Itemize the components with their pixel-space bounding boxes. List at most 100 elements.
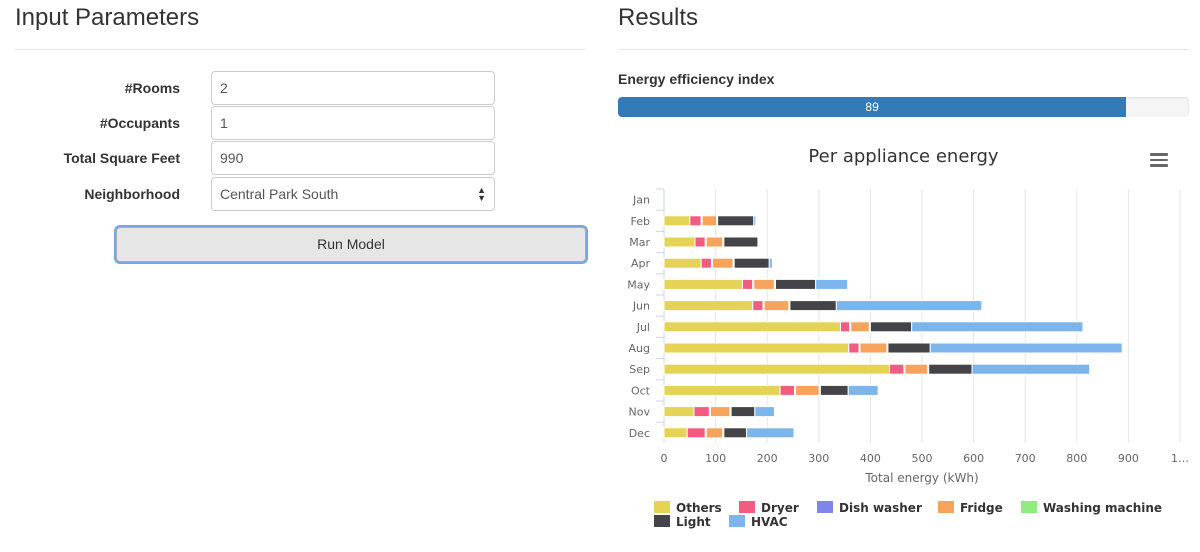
bar-segment bbox=[663, 215, 691, 227]
efficiency-progress: 89 bbox=[618, 97, 1189, 117]
bar-segment bbox=[663, 278, 743, 290]
form-row-square-feet: Total Square Feet 990 bbox=[0, 141, 600, 175]
bar-segment bbox=[701, 215, 718, 227]
x-tick-label: 0 bbox=[661, 452, 668, 465]
x-tick-label: 800 bbox=[1066, 452, 1087, 465]
results-heading: Results bbox=[618, 4, 699, 31]
input-parameters-heading: Input Parameters bbox=[15, 4, 200, 31]
bar-segment bbox=[847, 384, 879, 396]
x-tick-label: 300 bbox=[808, 452, 829, 465]
occupants-input[interactable]: 1 bbox=[211, 106, 495, 140]
bar-segment bbox=[887, 342, 931, 354]
bar-segment bbox=[694, 236, 706, 248]
y-tick-label: Jun bbox=[632, 300, 650, 313]
bar-segment bbox=[779, 384, 796, 396]
rooms-label: #Rooms bbox=[124, 80, 180, 96]
x-tick-label: 500 bbox=[912, 452, 933, 465]
legend-label: Washing machine bbox=[1043, 501, 1162, 515]
bar-segment bbox=[869, 321, 913, 333]
bar-segment bbox=[815, 278, 849, 290]
bar-segment bbox=[753, 215, 757, 227]
efficiency-progress-bar: 89 bbox=[618, 97, 1127, 117]
neighborhood-label: Neighborhood bbox=[84, 186, 180, 202]
bar-segment bbox=[705, 236, 724, 248]
bar-segment bbox=[663, 363, 890, 375]
bar-segment bbox=[746, 427, 795, 439]
bar-segment bbox=[835, 300, 983, 312]
run-model-button[interactable]: Run Model bbox=[116, 227, 586, 262]
efficiency-label: Energy efficiency index bbox=[618, 71, 775, 87]
bar-segment bbox=[859, 342, 888, 354]
bar-segment bbox=[709, 406, 731, 418]
bar-segment bbox=[730, 406, 756, 418]
bar-segment bbox=[848, 342, 860, 354]
bar-segment bbox=[819, 384, 849, 396]
x-tick-label: 100 bbox=[705, 452, 726, 465]
neighborhood-selected-value: Central Park South bbox=[220, 186, 339, 202]
y-tick-label: Sep bbox=[629, 363, 650, 376]
legend-label: Fridge bbox=[960, 501, 1003, 515]
bar-segment bbox=[904, 363, 929, 375]
bar-segment bbox=[663, 236, 696, 248]
square-feet-input[interactable]: 990 bbox=[211, 141, 495, 175]
heading-divider bbox=[15, 49, 586, 50]
legend-label: Others bbox=[676, 501, 722, 515]
bar-segment bbox=[705, 427, 724, 439]
bar-segment bbox=[971, 363, 1091, 375]
x-tick-label: 400 bbox=[860, 452, 881, 465]
bar-segment bbox=[663, 321, 841, 333]
bar-segment bbox=[754, 406, 775, 418]
select-arrows-icon: ▲ ▼ bbox=[477, 185, 486, 203]
neighborhood-select[interactable]: Central Park South ▲ ▼ bbox=[211, 177, 495, 211]
x-tick-label: 600 bbox=[963, 452, 984, 465]
bar-segment bbox=[888, 363, 905, 375]
bar-segment bbox=[686, 427, 706, 439]
occupants-label: #Occupants bbox=[99, 115, 180, 131]
y-tick-label: Oct bbox=[631, 384, 651, 397]
legend-swatch bbox=[739, 501, 755, 513]
bar-segment bbox=[850, 321, 870, 333]
bar-segment bbox=[839, 321, 851, 333]
y-tick-label: Jul bbox=[636, 321, 650, 334]
legend-swatch bbox=[654, 501, 670, 513]
x-tick-label: 1… bbox=[1171, 452, 1189, 465]
bar-segment bbox=[663, 257, 702, 269]
rooms-input[interactable]: 2 bbox=[211, 71, 495, 105]
y-tick-label: Dec bbox=[629, 427, 650, 440]
legend-swatch bbox=[817, 501, 833, 513]
legend-swatch bbox=[729, 515, 745, 527]
input-parameters-panel: Input Parameters #Rooms 2 #Occupants 1 T… bbox=[0, 4, 600, 262]
bar-segment bbox=[929, 342, 1123, 354]
bar-segment bbox=[663, 427, 688, 439]
results-panel: Results Energy efficiency index 89 Per a… bbox=[600, 0, 1200, 552]
form-row-rooms: #Rooms 2 bbox=[0, 71, 600, 105]
bar-segment bbox=[752, 300, 764, 312]
bar-segment bbox=[693, 406, 710, 418]
bar-segment bbox=[768, 257, 773, 269]
bar-segment bbox=[689, 215, 702, 227]
legend-swatch bbox=[1021, 501, 1037, 513]
y-tick-label: Nov bbox=[629, 406, 651, 419]
square-feet-label: Total Square Feet bbox=[63, 150, 180, 166]
hamburger-menu-icon[interactable] bbox=[1150, 153, 1168, 167]
bar-segment bbox=[733, 257, 770, 269]
bar-segment bbox=[723, 427, 748, 439]
chart-title: Per appliance energy bbox=[808, 146, 999, 167]
bar-segment bbox=[789, 300, 837, 312]
legend-label: Dish washer bbox=[839, 501, 922, 515]
legend-label: Dryer bbox=[761, 501, 799, 515]
bar-segment bbox=[663, 406, 695, 418]
results-divider bbox=[618, 49, 1189, 50]
bar-segment bbox=[663, 300, 754, 312]
bar-segment bbox=[928, 363, 973, 375]
x-tick-label: 900 bbox=[1118, 452, 1139, 465]
legend-swatch bbox=[938, 501, 954, 513]
bar-segment bbox=[774, 278, 817, 290]
form-row-occupants: #Occupants 1 bbox=[0, 106, 600, 140]
bar-segment bbox=[712, 257, 734, 269]
y-tick-label: Jan bbox=[632, 194, 650, 207]
bar-segment bbox=[753, 278, 775, 290]
bar-segment bbox=[700, 257, 712, 269]
x-axis-title: Total energy (kWh) bbox=[864, 471, 978, 485]
